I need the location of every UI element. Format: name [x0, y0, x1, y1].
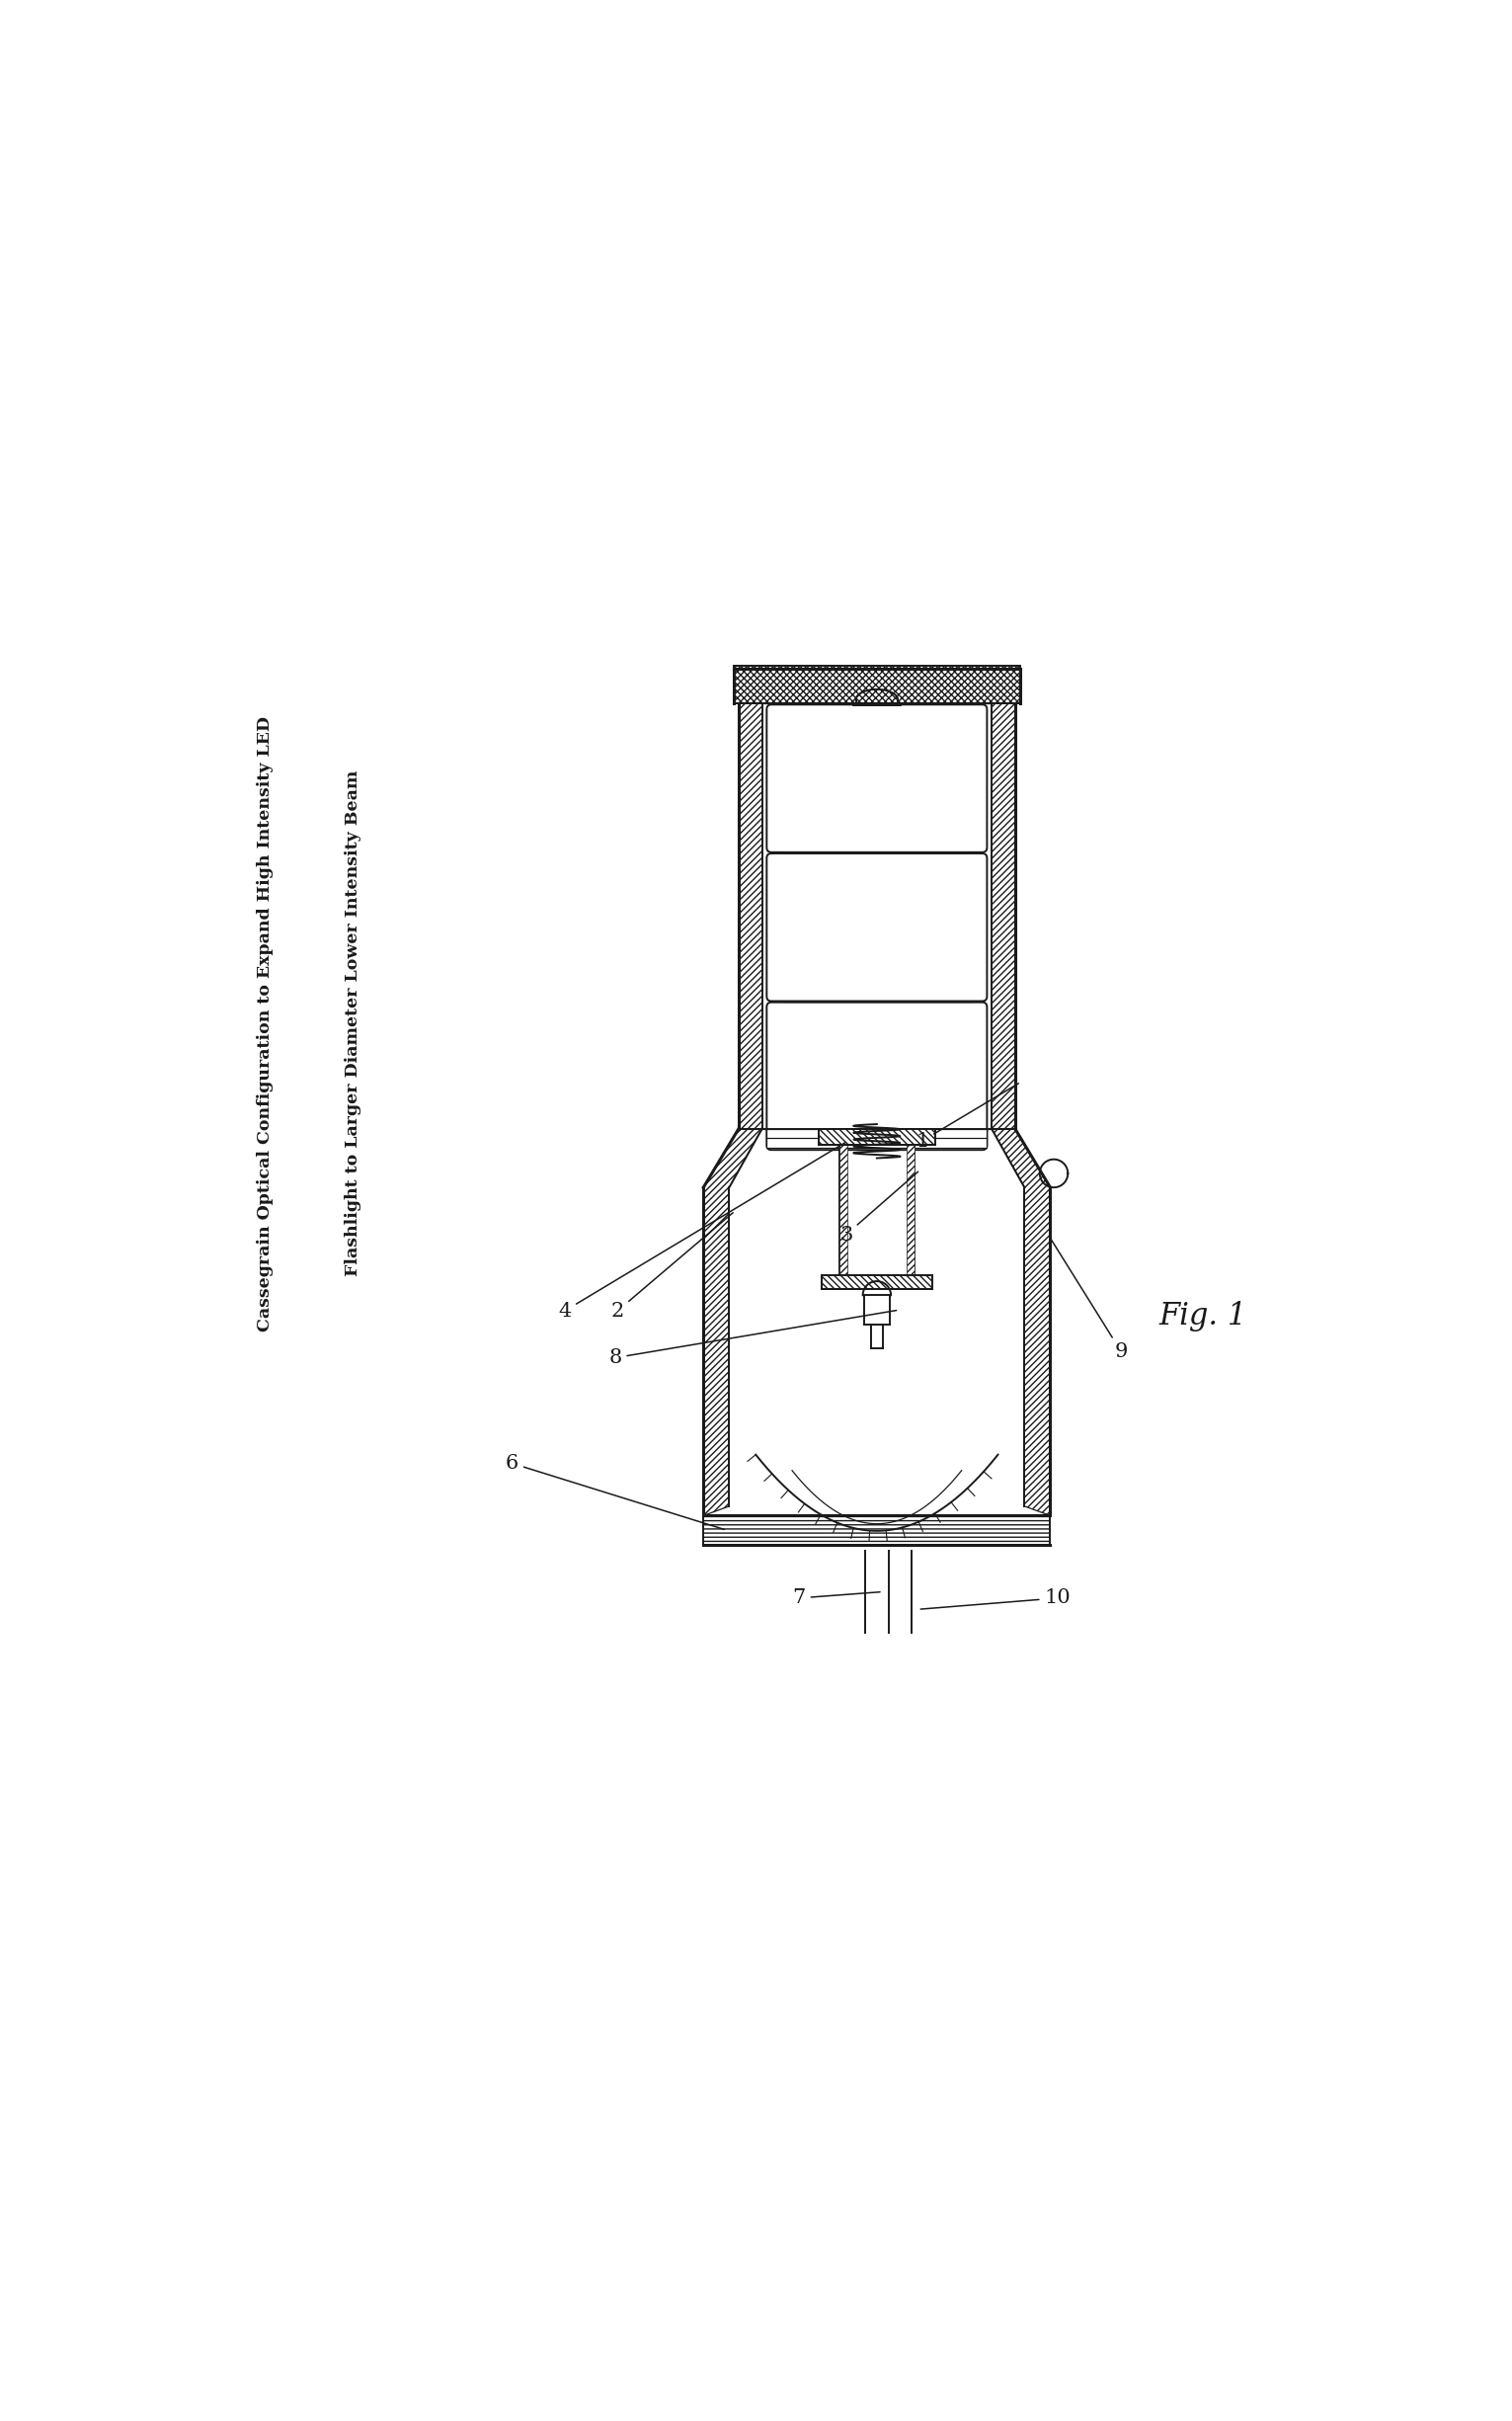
Bar: [738, 678, 762, 1128]
FancyBboxPatch shape: [767, 855, 987, 1002]
Text: 4: 4: [558, 1143, 845, 1319]
Text: 3: 3: [839, 1172, 918, 1244]
Text: 8: 8: [608, 1310, 897, 1368]
Text: 7: 7: [792, 1588, 880, 1608]
Text: 6: 6: [505, 1455, 724, 1530]
Bar: [818, 1128, 936, 1145]
Text: Fig. 1: Fig. 1: [1158, 1300, 1247, 1332]
Bar: [839, 1128, 848, 1276]
Text: 2: 2: [611, 1213, 733, 1319]
Text: 9: 9: [1049, 1237, 1128, 1361]
FancyBboxPatch shape: [767, 1002, 987, 1150]
Polygon shape: [992, 1128, 1051, 1516]
Text: 1: 1: [916, 1082, 1019, 1150]
Bar: [733, 666, 1019, 705]
FancyBboxPatch shape: [767, 705, 987, 852]
Text: Cassegrain Optical Configuration to Expand High Intensity LED: Cassegrain Optical Configuration to Expa…: [257, 717, 274, 1332]
Polygon shape: [703, 1128, 762, 1516]
Text: 10: 10: [921, 1588, 1070, 1610]
Bar: [703, 1516, 1051, 1545]
Bar: [767, 1128, 987, 1148]
Text: Flashlight to Larger Diameter Lower Intensity Beam: Flashlight to Larger Diameter Lower Inte…: [345, 770, 361, 1276]
Bar: [992, 678, 1015, 1128]
Bar: [823, 1276, 931, 1290]
Bar: [906, 1128, 915, 1276]
